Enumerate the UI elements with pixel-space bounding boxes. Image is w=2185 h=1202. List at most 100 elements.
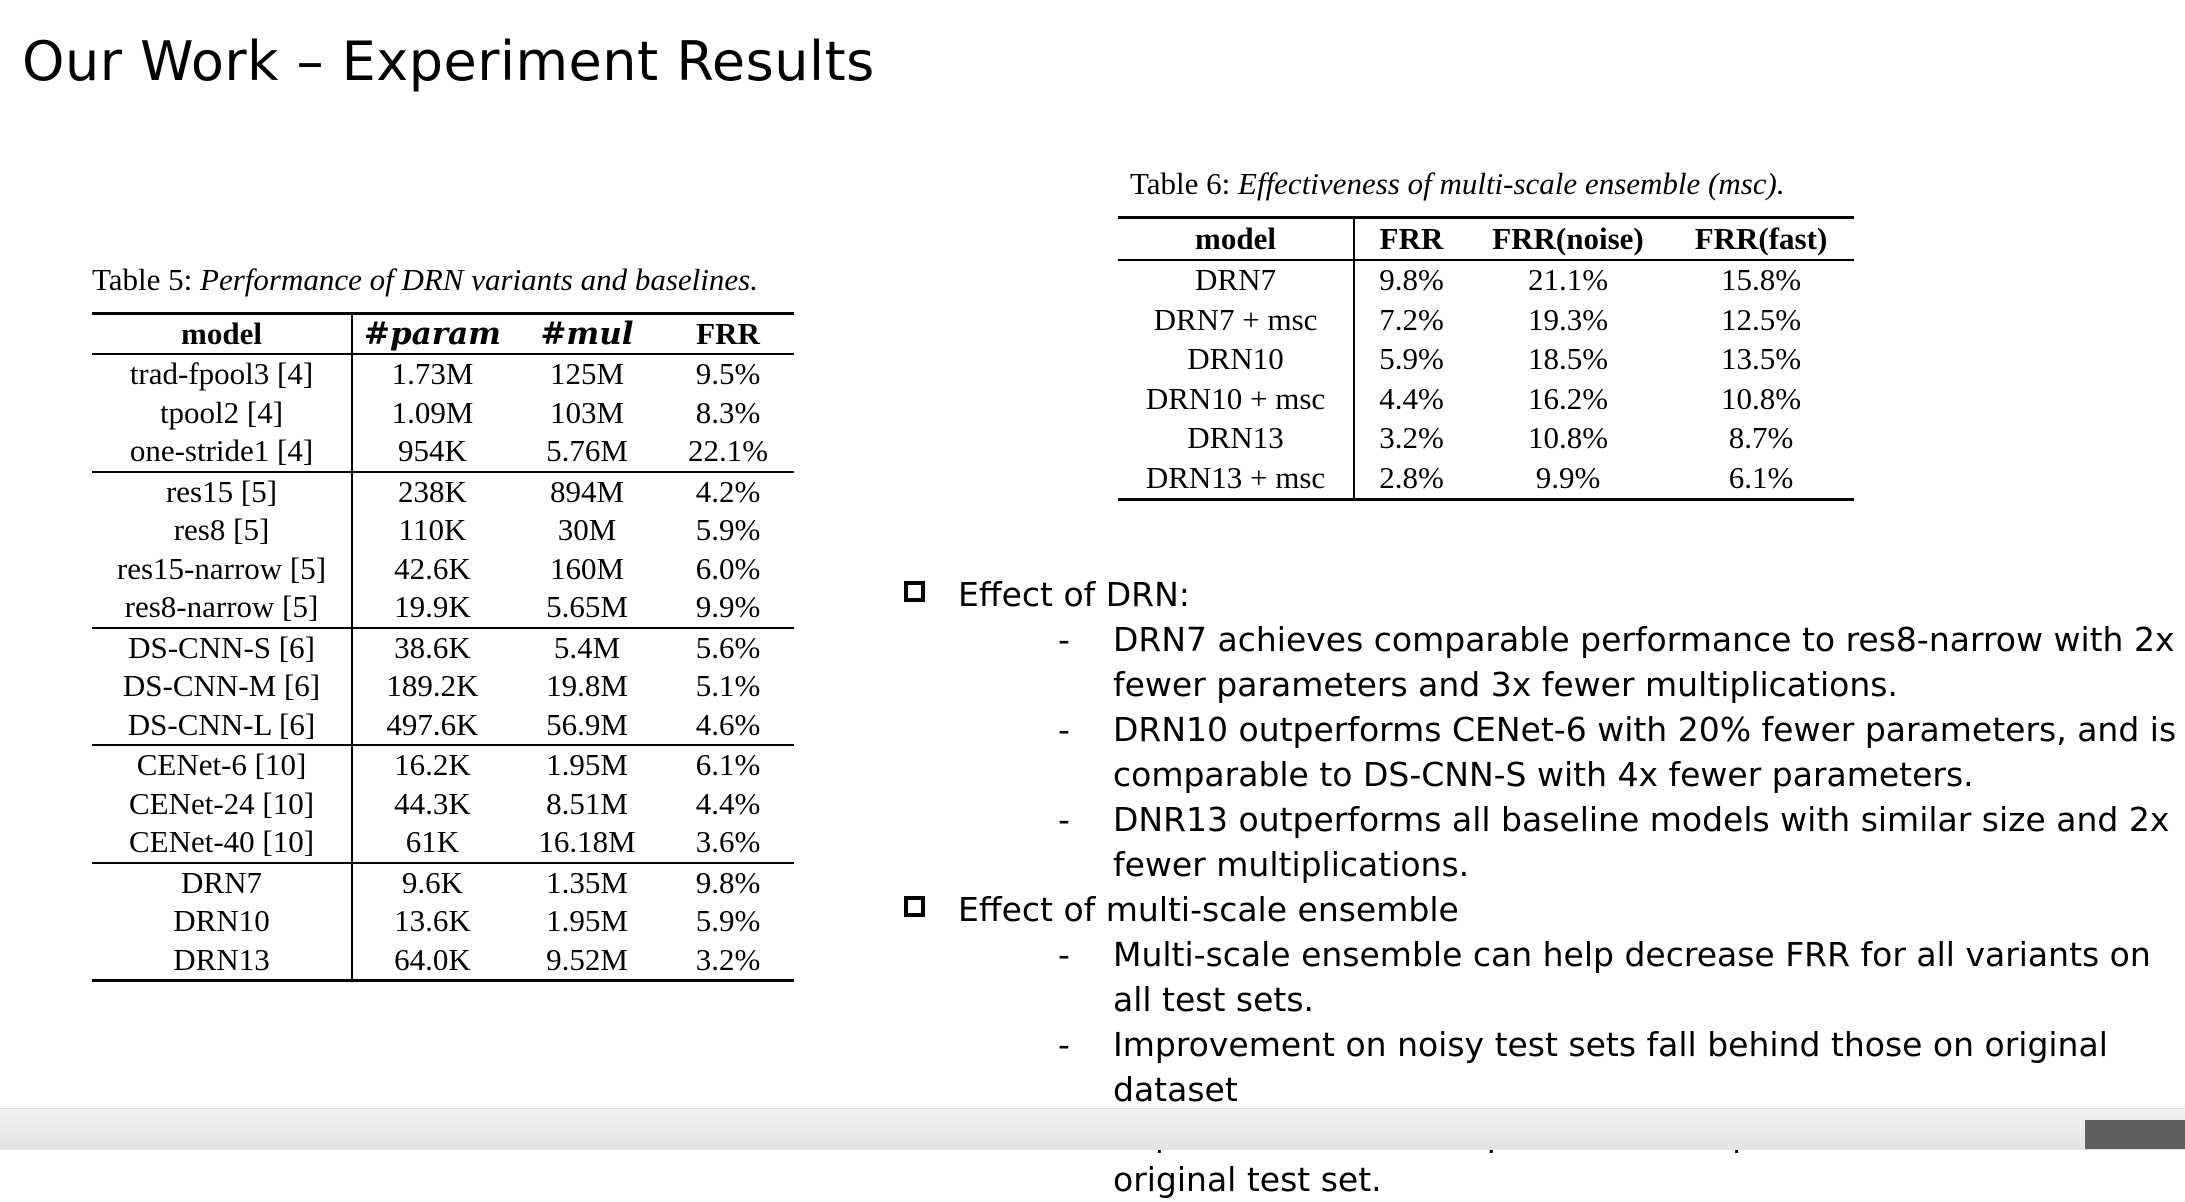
table-cell-frr: 9.5% — [695, 356, 761, 392]
table-cell-frr-noise: 18.5% — [1527, 341, 1609, 377]
dash-icon: - — [1058, 710, 1070, 749]
table-6-header-model: model — [1118, 217, 1355, 260]
table-cell-param: 9.6K — [401, 864, 464, 900]
table-cell-model: DS-CNN-M [6] — [92, 667, 353, 706]
table-cell-frr-fast: 10.8% — [1720, 380, 1802, 416]
table-cell-frr: 4.4% — [1379, 380, 1444, 416]
table-cell-param: 42.6K — [394, 550, 471, 586]
table-cell-frr-noise: 16.2% — [1527, 380, 1609, 416]
slide-title: Our Work – Experiment Results — [22, 30, 875, 93]
table-cell-param: 1.73M — [391, 356, 474, 392]
table-cell-model: res15 [5] — [92, 471, 353, 511]
bullet-text: Effect of multi-scale ensemble — [958, 890, 1459, 929]
dash-icon: - — [1058, 935, 1070, 974]
table-cell-frr: 8.3% — [695, 394, 761, 430]
sub-bullet-text: DRN10 outperforms CENet-6 with 20% fewer… — [1113, 710, 2177, 794]
table-cell-frr-fast: 13.5% — [1720, 341, 1802, 377]
table-cell-model: DRN10 — [92, 902, 353, 941]
table-6-caption-text: Effectiveness of multi-scale ensemble (m… — [1238, 166, 1785, 201]
table-cell-param: 189.2K — [386, 668, 479, 704]
table-cell-mul: 16.18M — [538, 824, 636, 860]
table-cell-frr: 22.1% — [687, 433, 769, 469]
sub-bullet: - Multi-scale ensemble can help decrease … — [958, 932, 2180, 1022]
table-cell-frr: 2.8% — [1379, 459, 1444, 495]
table-cell-frr-noise: 21.1% — [1527, 262, 1609, 298]
table-6-grid: model FRR FRR(noise) FRR(fast) DRN7 9.8% 2… — [1118, 216, 1854, 501]
table-cell-model: tpool2 [4] — [92, 393, 353, 432]
table-row: one-stride1 [4] 954K 5.76M 22.1% — [92, 432, 794, 472]
table-cell-model: DRN7 — [1118, 259, 1355, 300]
table-row: DRN10 + msc 4.4% 16.2% 10.8% — [1118, 379, 1854, 419]
dash-icon: - — [1058, 800, 1070, 839]
table-cell-mul: 9.52M — [546, 941, 628, 977]
table-cell-model: one-stride1 [4] — [92, 432, 353, 472]
sub-bullet-text: Improvement on noisy test sets fall behi… — [1113, 1025, 2108, 1109]
sub-bullet: - DRN10 outperforms CENet-6 with 20% fewe… — [958, 707, 2180, 797]
dash-icon: - — [1058, 1025, 1070, 1064]
table-cell-model: res15-narrow [5] — [92, 549, 353, 588]
table-cell-param: 13.6K — [394, 903, 471, 939]
table-row: DRN7 9.8% 21.1% 15.8% — [1118, 259, 1854, 300]
table-cell-model: CENet-24 [10] — [92, 784, 353, 823]
table-row: DS-CNN-L [6] 497.6K 56.9M 4.6% — [92, 705, 794, 745]
table-row: DRN10 5.9% 18.5% 13.5% — [1118, 339, 1854, 379]
table-6-header-frr-noise: FRR(noise) — [1492, 220, 1644, 256]
table-6-header-frr: FRR — [1379, 220, 1444, 256]
table-cell-mul: 30M — [557, 512, 617, 548]
table-cell-model: DRN13 — [92, 940, 353, 981]
sub-bullet: - Improvement on noisy test sets fall beh… — [958, 1022, 2180, 1112]
table-5-caption-prefix: Table 5: — [92, 262, 193, 297]
table-cell-mul: 5.4M — [553, 629, 621, 665]
table-cell-model: CENet-40 [10] — [92, 823, 353, 863]
table-5-grid: model #param #mul FRR trad-fpool3 [4] 1.7… — [92, 312, 794, 982]
table-cell-frr: 6.0% — [695, 550, 761, 586]
table-cell-frr: 5.9% — [1379, 341, 1444, 377]
table-cell-frr-fast: 6.1% — [1728, 459, 1794, 495]
table-cell-model: CENet-6 [10] — [92, 745, 353, 785]
table-cell-model: DS-CNN-S [6] — [92, 627, 353, 667]
square-bullet-icon — [904, 896, 925, 917]
table-cell-param: 238K — [398, 473, 467, 509]
table-cell-mul: 103M — [549, 394, 625, 430]
table-5-caption: Table 5: Performance of DRN variants and… — [92, 262, 794, 298]
table-cell-param: 44.3K — [394, 785, 471, 821]
table-cell-param: 110K — [398, 512, 467, 548]
table-cell-frr-fast: 12.5% — [1720, 301, 1802, 337]
table-cell-param: 19.9K — [394, 589, 471, 625]
table-row: DRN13 3.2% 10.8% 8.7% — [1118, 418, 1854, 458]
table-row: DS-CNN-M [6] 189.2K 19.8M 5.1% — [92, 667, 794, 706]
table-cell-mul: 19.8M — [546, 668, 628, 704]
bullet-effect-of-msc: Effect of multi-scale ensemble - Multi-sc… — [900, 887, 2180, 1202]
table-cell-model: DRN10 — [1118, 339, 1355, 379]
table-cell-mul: 8.51M — [546, 785, 628, 821]
table-cell-mul: 1.95M — [546, 747, 628, 783]
table-cell-frr: 5.9% — [695, 512, 761, 548]
table-cell-param: 38.6K — [394, 629, 471, 665]
table-5-header-frr: FRR — [696, 316, 760, 351]
table-cell-param: 64.0K — [394, 941, 471, 977]
table-cell-frr: 5.9% — [695, 903, 761, 939]
table-row: DRN10 13.6K 1.95M 5.9% — [92, 902, 794, 941]
table-cell-mul: 1.35M — [546, 864, 628, 900]
table-5-group: DRN7 9.6K 1.35M 9.8% DRN10 13.6K 1.95M 5.9% DR… — [92, 862, 794, 981]
table-5-group: CENet-6 [10] 16.2K 1.95M 6.1% CENet-24 [10]… — [92, 745, 794, 863]
table-5-group: res15 [5] 238K 894M 4.2% res8 [5] 110K 30M 5.9… — [92, 471, 794, 628]
table-5-header-mul: #mul — [540, 316, 634, 352]
table-6-header-row: model FRR FRR(noise) FRR(fast) — [1118, 217, 1854, 260]
table-cell-frr-noise: 19.3% — [1527, 301, 1609, 337]
table-cell-frr: 6.1% — [695, 747, 761, 783]
table-cell-frr: 9.8% — [695, 864, 761, 900]
table-5-group: trad-fpool3 [4] 1.73M 125M 9.5% tpool2 [4] 1… — [92, 354, 794, 472]
table-cell-mul: 5.65M — [546, 589, 628, 625]
sub-bullet-text: Multi-scale ensemble can help decrease F… — [1113, 935, 2151, 1019]
table-cell-param: 954K — [398, 433, 467, 469]
table-row: CENet-24 [10] 44.3K 8.51M 4.4% — [92, 784, 794, 823]
table-5-caption-text: Performance of DRN variants and baseline… — [200, 262, 758, 297]
table-6-body: DRN7 9.8% 21.1% 15.8% DRN7 + msc 7.2% 19.3% 12… — [1118, 259, 1854, 499]
table-cell-model: res8 [5] — [92, 511, 353, 550]
table-cell-frr: 9.8% — [1379, 262, 1444, 298]
table-cell-frr-noise: 10.8% — [1527, 420, 1609, 456]
table-row: CENet-40 [10] 61K 16.18M 3.6% — [92, 823, 794, 863]
table-cell-model: trad-fpool3 [4] — [92, 354, 353, 394]
table-cell-model: DS-CNN-L [6] — [92, 705, 353, 745]
